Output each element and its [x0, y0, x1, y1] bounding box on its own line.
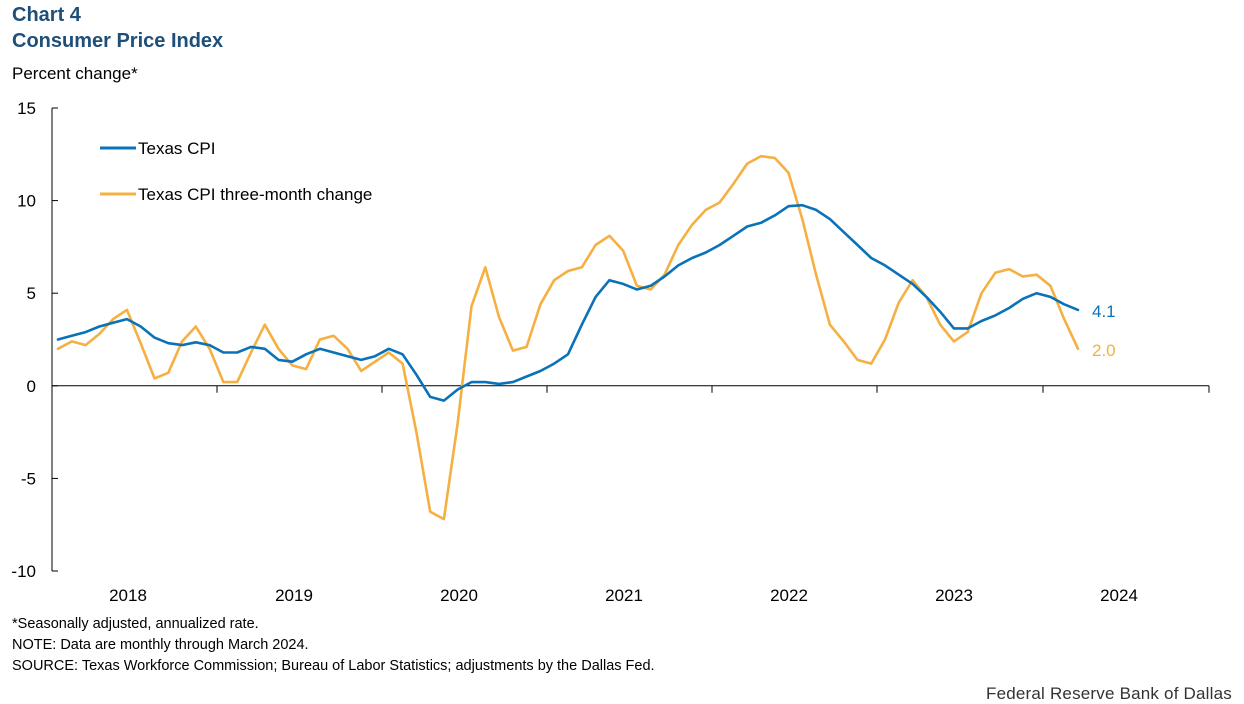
- x-tick-label: 2024: [1100, 586, 1138, 605]
- y-tick-label: -5: [21, 469, 36, 488]
- y-axis-label: Percent change*: [12, 64, 138, 83]
- legend-label-texas-cpi: Texas CPI: [138, 139, 215, 158]
- legend-label-three-month-change: Texas CPI three-month change: [138, 185, 372, 204]
- y-tick-label: 0: [27, 377, 36, 396]
- chart-title: Consumer Price Index: [12, 30, 224, 52]
- x-tick-label: 2018: [109, 586, 147, 605]
- legend: Texas CPI Texas CPI three-month change: [100, 139, 372, 204]
- x-tick-label: 2023: [935, 586, 973, 605]
- line-chart: 15 10 5 0 -5 -10 2018 2019 2020 2021 2022 2023 2024…: [11, 99, 1210, 605]
- series-lines: [56, 154, 1080, 521]
- y-axis: 15 10 5 0 -5 -10: [11, 99, 58, 581]
- x-tick-label: 2021: [605, 586, 643, 605]
- footnote-source: SOURCE: Texas Workforce Commission; Bure…: [12, 658, 655, 674]
- footnotes: *Seasonally adjusted, annualized rate. N…: [12, 614, 655, 677]
- y-tick-label: -10: [11, 562, 36, 581]
- y-tick-label: 10: [17, 192, 36, 211]
- x-axis: 2018 2019 2020 2021 2022 2023 2024: [52, 385, 1210, 605]
- series-line-three-month-change: [56, 154, 1080, 521]
- x-tick-label: 2022: [770, 586, 808, 605]
- end-label-three-month-change: 2.0: [1092, 341, 1116, 360]
- footnote-note: NOTE: Data are monthly through March 202…: [12, 637, 309, 653]
- end-labels: 4.1 2.0: [1092, 302, 1116, 360]
- chart-number: Chart 4: [12, 4, 81, 26]
- y-tick-label: 5: [27, 284, 36, 303]
- x-tick-label: 2019: [275, 586, 313, 605]
- series-line-texas-cpi: [56, 203, 1080, 402]
- footnote-seasonal: *Seasonally adjusted, annualized rate.: [12, 616, 259, 632]
- y-tick-label: 15: [17, 99, 36, 118]
- source-organization: Federal Reserve Bank of Dallas: [985, 684, 1232, 703]
- x-tick-label: 2020: [440, 586, 478, 605]
- end-label-texas-cpi: 4.1: [1092, 302, 1116, 321]
